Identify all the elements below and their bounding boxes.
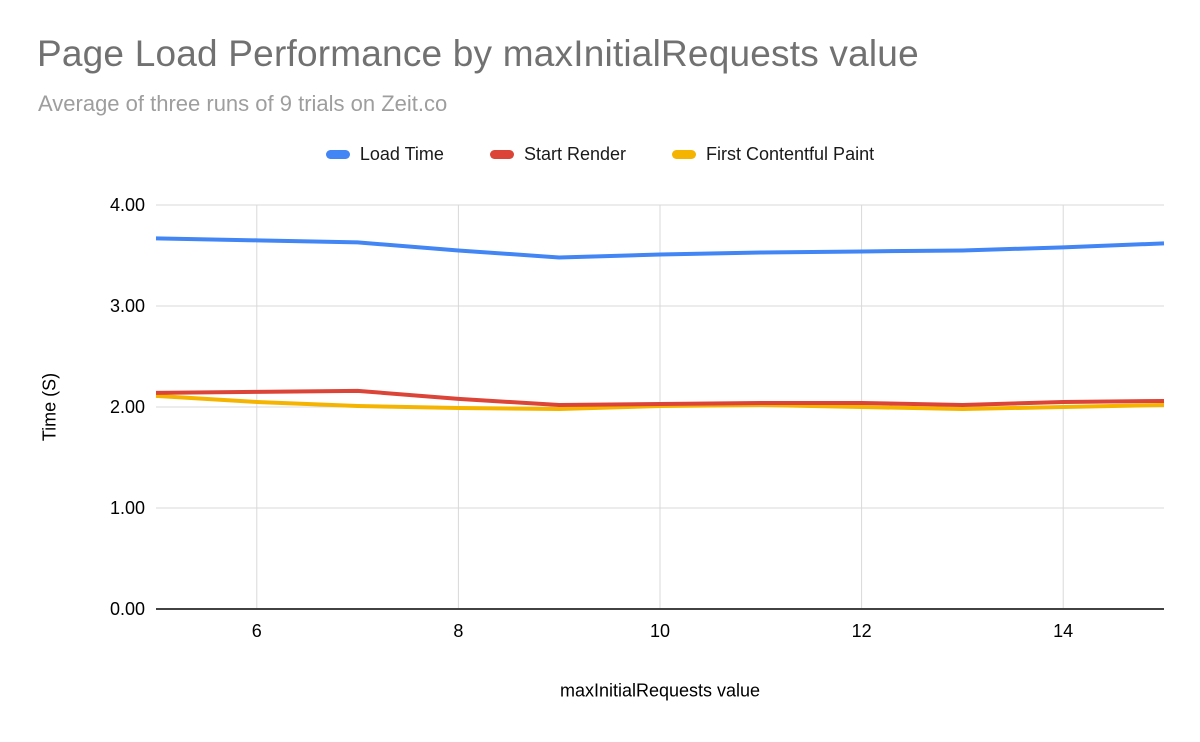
- y-tick-label: 1.00: [110, 498, 145, 518]
- legend: Load Time Start Render First Contentful Pa…: [0, 144, 1200, 165]
- legend-swatch-load-time: [325, 150, 350, 159]
- legend-label: First Contentful Paint: [706, 144, 875, 164]
- legend-item-load-time: Load Time: [325, 144, 444, 165]
- y-tick-label: 0.00: [110, 599, 145, 619]
- y-tick-label: 2.00: [110, 397, 145, 417]
- legend-swatch-start-render: [489, 150, 514, 159]
- x-tick-label: 12: [852, 621, 872, 641]
- y-tick-label: 3.00: [110, 296, 145, 316]
- x-tick-label: 14: [1053, 621, 1073, 641]
- x-tick-label: 8: [453, 621, 463, 641]
- series-line-load-time: [155, 236, 1165, 260]
- series-line-first-contentful-paint: [155, 393, 1165, 412]
- x-tick-label: 10: [650, 621, 670, 641]
- legend-label: Start Render: [523, 144, 627, 164]
- legend-item-start-render: Start Render: [489, 144, 627, 165]
- legend-item-first-contentful-paint: First Contentful Paint: [672, 144, 874, 165]
- y-tick-label: 4.00: [110, 195, 145, 215]
- x-tick-label: 6: [252, 621, 262, 641]
- chart-title: Page Load Performance by maxInitialReque…: [37, 33, 919, 74]
- chart-subtitle: Average of three runs of 9 trials on Zei…: [38, 91, 448, 116]
- legend-label: Load Time: [359, 144, 444, 164]
- x-axis-title: maxInitialRequests value: [559, 680, 761, 701]
- y-axis-title: Time (S): [39, 372, 60, 442]
- series-line-start-render: [155, 388, 1165, 407]
- legend-swatch-first-contentful-paint: [672, 150, 697, 159]
